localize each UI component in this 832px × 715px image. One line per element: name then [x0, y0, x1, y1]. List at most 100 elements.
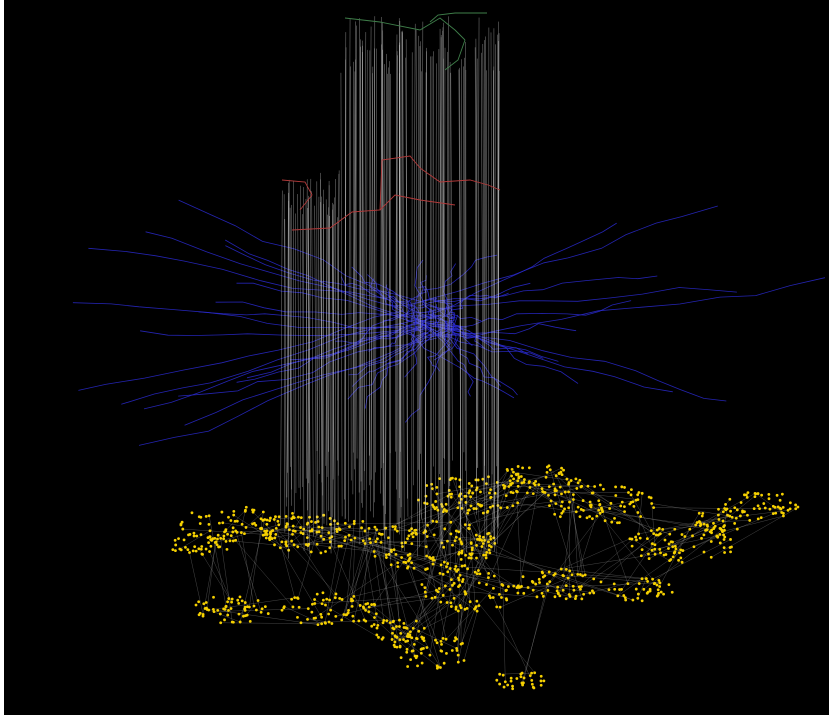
interlayer-link [493, 70, 495, 552]
base-node [482, 553, 485, 557]
base-edge [426, 546, 447, 640]
base-node [297, 605, 301, 609]
base-edge [460, 608, 476, 645]
base-node [754, 492, 758, 496]
base-node [268, 535, 272, 539]
base-node [778, 498, 782, 502]
base-node [474, 533, 478, 537]
base-edge [405, 562, 442, 651]
base-node [327, 620, 331, 624]
base-node [348, 525, 351, 529]
base-node [774, 511, 778, 515]
base-node [543, 491, 547, 494]
base-node [577, 585, 581, 589]
base-node [624, 598, 628, 602]
base-node [381, 621, 385, 625]
middle-layer-path [429, 222, 617, 315]
base-node [547, 493, 550, 497]
base-node [583, 573, 587, 577]
base-node [376, 537, 379, 541]
base-node [743, 493, 746, 497]
base-node [481, 511, 485, 515]
base-node [454, 529, 458, 533]
base-node [517, 475, 521, 479]
base-node [425, 535, 429, 538]
base-node [357, 619, 361, 623]
base-node [688, 527, 692, 531]
base-node [650, 548, 654, 552]
base-node [528, 480, 531, 483]
base-node [216, 537, 219, 541]
base-node [498, 592, 501, 596]
base-node [756, 517, 760, 521]
base-node [367, 610, 371, 614]
base-node [461, 577, 465, 581]
base-node [556, 591, 560, 595]
base-node [478, 534, 482, 538]
base-node [510, 474, 514, 478]
base-node [501, 583, 505, 587]
base-node [449, 605, 453, 608]
base-node [488, 505, 492, 509]
base-node [285, 544, 289, 548]
base-node [425, 646, 429, 649]
base-node [723, 551, 726, 554]
base-node [384, 526, 388, 530]
base-edge [575, 478, 654, 534]
base-node [408, 529, 411, 533]
base-node [717, 518, 721, 521]
base-node [597, 499, 601, 503]
base-node [402, 626, 406, 629]
base-edge [600, 528, 660, 583]
base-node [193, 545, 197, 549]
base-node [219, 621, 223, 625]
base-edge [651, 503, 656, 545]
base-edge [561, 474, 612, 504]
base-edge [486, 492, 528, 585]
base-node [264, 536, 268, 540]
base-edge [286, 523, 336, 598]
base-edge [585, 574, 643, 579]
middle-layer-path [373, 316, 429, 340]
base-edge [452, 485, 472, 546]
base-node [756, 492, 760, 495]
base-node [733, 506, 737, 510]
base-node [612, 582, 616, 586]
base-node [653, 543, 657, 547]
base-node [352, 619, 355, 623]
base-edge [558, 574, 573, 594]
base-node [277, 515, 281, 519]
base-node [314, 616, 317, 620]
base-node [560, 492, 563, 496]
base-edge [371, 604, 411, 637]
base-node [652, 582, 656, 586]
base-node [470, 484, 474, 488]
base-node [515, 677, 519, 680]
base-node [530, 682, 534, 686]
base-edge [353, 574, 444, 597]
base-node [335, 530, 339, 533]
base-node [207, 608, 211, 612]
base-edge [649, 515, 730, 559]
base-node [243, 601, 247, 604]
base-node [705, 528, 708, 532]
base-node [568, 594, 572, 598]
interlayer-link [350, 66, 352, 481]
base-node [574, 510, 578, 514]
base-node [558, 515, 562, 519]
base-node [374, 612, 378, 616]
base-node [453, 567, 457, 571]
base-node [576, 481, 580, 485]
base-node [464, 553, 467, 557]
base-node [500, 596, 503, 599]
base-node [405, 626, 409, 630]
base-node [516, 479, 520, 483]
base-edge [222, 522, 293, 535]
base-node [786, 508, 790, 512]
base-edge [208, 515, 228, 616]
interlayer-link [413, 23, 416, 486]
base-edge [418, 499, 430, 558]
base-node [652, 506, 656, 510]
base-node [549, 499, 553, 503]
base-node [567, 490, 571, 494]
